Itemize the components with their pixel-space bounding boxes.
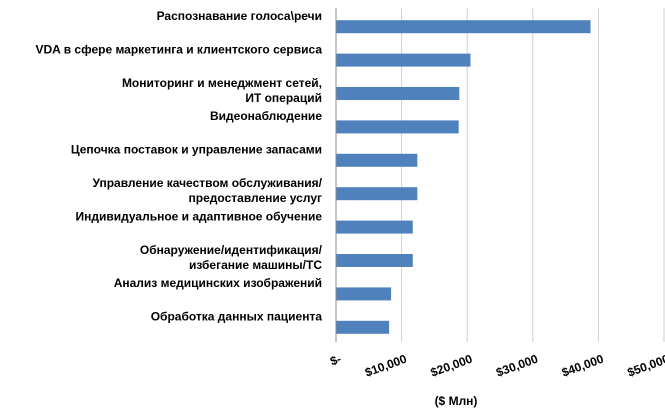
bar bbox=[336, 87, 460, 100]
category-label: Индивидуальное и адаптивное обучение bbox=[76, 209, 323, 223]
category-label: Анализ медицинских изображений bbox=[114, 276, 322, 290]
tick-label-layer: $- $10,000 $20,000 $30,000 $40,000 $50,000 bbox=[328, 352, 665, 380]
bar bbox=[336, 53, 471, 67]
bar bbox=[336, 320, 390, 334]
category-label-layer: Распознавание голоса\речи VDA в сфере мар… bbox=[36, 9, 323, 324]
bar bbox=[336, 20, 591, 34]
x-tick-label: $10,000 bbox=[363, 352, 409, 380]
category-label: Обработка данных пациента bbox=[151, 310, 323, 324]
bar bbox=[336, 153, 418, 167]
bar-layer bbox=[336, 20, 591, 334]
category-label: Управление качеством обслуживания/предос… bbox=[92, 176, 322, 205]
x-tick-label: $- bbox=[328, 352, 343, 369]
x-tick-label: $30,000 bbox=[494, 352, 540, 380]
bar bbox=[336, 287, 392, 301]
category-label: Мониторинг и менеджмент сетей, ИТ операци… bbox=[122, 76, 322, 105]
category-label: Цепочка поставок и управление запасами bbox=[71, 143, 322, 157]
bar bbox=[336, 120, 459, 134]
category-label: Видеонаблюдение bbox=[210, 109, 322, 123]
x-tick-label: $50,000 bbox=[625, 352, 665, 380]
category-label: Распознавание голоса\речи bbox=[157, 9, 322, 23]
x-axis-title: ($ Млн) bbox=[435, 394, 478, 408]
category-label: Обнаружение/идентификация/избегание маши… bbox=[140, 243, 323, 272]
bar bbox=[336, 254, 413, 267]
x-tick-label: $20,000 bbox=[429, 352, 475, 380]
category-label: VDA в сфере маркетинга и клиентского сер… bbox=[36, 42, 323, 56]
bar bbox=[336, 220, 413, 234]
x-tick-label: $40,000 bbox=[560, 352, 606, 380]
bar bbox=[336, 187, 418, 201]
